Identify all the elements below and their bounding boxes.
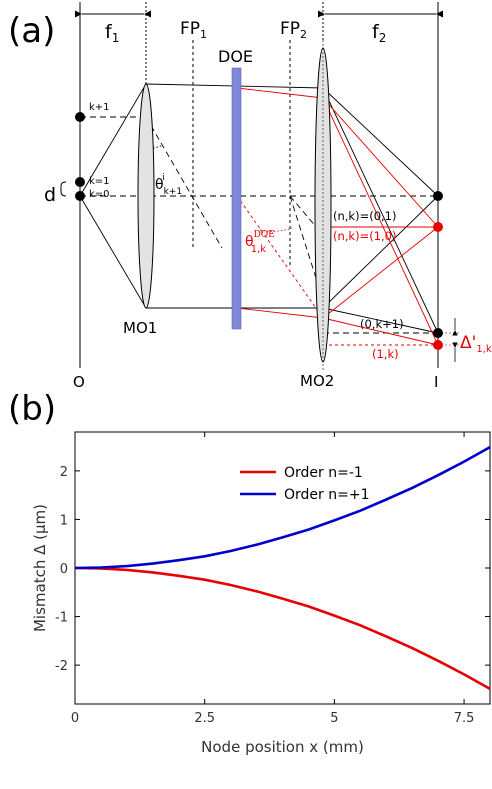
o-label: O (73, 373, 85, 391)
fp1-label: FP1 (180, 19, 207, 41)
d-label: d (44, 184, 56, 206)
k-0-label: k=0 (89, 189, 110, 200)
panel-b-label: (b) (8, 389, 56, 429)
delta-label: Δ'1,k (460, 333, 492, 355)
nk-01-label: (n,k)=(0,1) (333, 209, 396, 223)
x-tick-label: 2.5 (194, 711, 215, 726)
x-tick-label: 5 (330, 711, 338, 726)
1-k-label: (1,k) (372, 347, 399, 361)
k-plus-1-label: k+1 (89, 102, 110, 113)
delta-marker (445, 318, 460, 362)
point-image-0kp1 (433, 328, 443, 338)
y-tick-label: 0 (60, 562, 68, 577)
legend-label-1: Order n=+1 (284, 487, 369, 503)
series-line-1 (74, 445, 491, 570)
series-line-0 (74, 566, 491, 691)
d-brace (60, 181, 67, 197)
point-image-10 (433, 222, 443, 232)
mo1-lens (137, 83, 155, 309)
y-tick-label: 1 (60, 513, 68, 528)
i-label: I (434, 373, 438, 391)
point-image-01 (433, 191, 443, 201)
f2-label: f2 (372, 21, 386, 45)
plot-frame (74, 431, 491, 705)
panel-b-chart: (b) 0 2.5 5 7.5 -2 -1 0 1 2 Node position x (mm) M… (8, 389, 491, 756)
point-k-plus-1 (75, 112, 85, 122)
theta-i-label: θk+1i (155, 173, 182, 197)
x-tick-label: 0 (71, 711, 79, 726)
f1-label: f1 (105, 21, 119, 45)
nk-10-label: (n,k)=(1,0) (333, 229, 396, 243)
y-tick-label: 2 (60, 465, 68, 480)
point-image-1k (433, 340, 443, 350)
y-tick-label: -2 (55, 659, 68, 674)
y-axis-label: Mismatch Δ (μm) (31, 504, 49, 632)
red-dashed-rays (236, 195, 438, 346)
doe-label: DOE (218, 47, 253, 66)
black-dashed-rays (80, 116, 438, 334)
legend-label-0: Order n=-1 (284, 465, 363, 481)
doe-element (231, 67, 242, 330)
theta-doe-label: θDOE 1,k (245, 230, 275, 255)
k-1-label: k=1 (89, 176, 110, 187)
point-k-1 (75, 177, 85, 187)
panel-a-label: (a) (8, 11, 55, 51)
x-tick-label: 7.5 (454, 711, 475, 726)
y-tick-label: -1 (55, 611, 68, 626)
red-rays (236, 87, 439, 346)
panel-a-diagram: (a) f1 f2 FP1 FP2 DOE (8, 2, 492, 391)
x-axis-label: Node position x (mm) (201, 738, 364, 756)
0-kp1-label: (0,k+1) (360, 317, 404, 331)
mo2-label: MO2 (300, 372, 334, 390)
fp2-label: FP2 (280, 19, 307, 41)
point-k-0 (75, 191, 85, 201)
mo1-label: MO1 (123, 319, 157, 337)
